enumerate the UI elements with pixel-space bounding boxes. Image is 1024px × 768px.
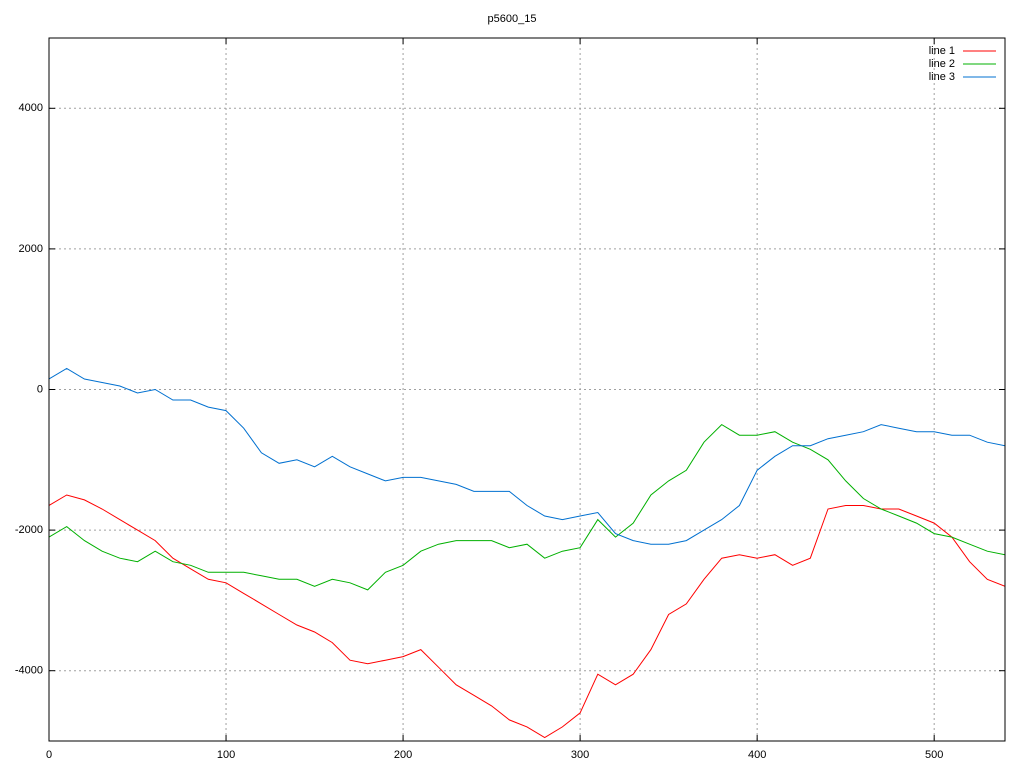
y-tick-label: 0 (37, 383, 43, 395)
chart-title: p5600_15 (488, 13, 537, 25)
legend-label: line 2 (929, 58, 955, 70)
y-tick-label: -4000 (15, 665, 43, 677)
y-tick-label: -2000 (15, 524, 43, 536)
plot-area (49, 367, 1005, 739)
data-line (49, 494, 1005, 739)
x-tick-label: 200 (394, 749, 412, 761)
x-tick-label: 0 (46, 749, 52, 761)
x-tick-label: 100 (217, 749, 235, 761)
grid (48, 38, 1005, 741)
data-line (49, 367, 1005, 545)
data-line (49, 423, 1005, 591)
x-tick-label: 500 (925, 749, 943, 761)
y-tick-label: 4000 (19, 102, 43, 114)
legend-label: line 1 (929, 45, 955, 57)
legend-label: line 3 (929, 71, 955, 83)
y-tick-label: 2000 (19, 243, 43, 255)
plot-border (48, 37, 1006, 742)
x-tick-label: 300 (571, 749, 589, 761)
x-tick-label: 400 (748, 749, 766, 761)
